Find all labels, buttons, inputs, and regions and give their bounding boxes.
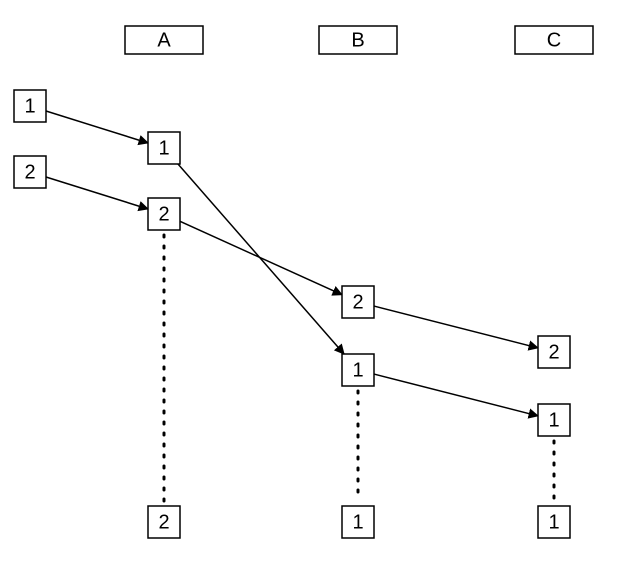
edge-s1-a1: [46, 111, 148, 143]
node-label: 1: [548, 409, 559, 431]
edge-b2-c2: [374, 306, 538, 348]
node-label: 2: [24, 161, 35, 183]
column-header-label: A: [157, 29, 171, 51]
edge-a2-b2: [180, 221, 342, 294]
node-label: 2: [158, 511, 169, 533]
nodes-layer: 1 2 1 2 2 1 2 1 2 1 1: [14, 90, 570, 538]
column-header-C: C: [515, 26, 593, 54]
node-label: 2: [548, 341, 559, 363]
node-a2: 2: [148, 198, 180, 230]
column-header-label: C: [547, 29, 561, 51]
node-label: 1: [548, 511, 559, 533]
node-s1: 1: [14, 90, 46, 122]
column-header-label: B: [351, 29, 364, 51]
node-label: 1: [352, 359, 363, 381]
node-label: 2: [352, 291, 363, 313]
edge-a1-b1: [178, 164, 344, 354]
node-b1: 1: [342, 354, 374, 386]
node-c1: 1: [538, 404, 570, 436]
node-a1: 1: [148, 132, 180, 164]
node-label: 1: [158, 137, 169, 159]
headers-layer: A B C: [125, 26, 593, 54]
node-c2: 2: [538, 336, 570, 368]
node-s2: 2: [14, 156, 46, 188]
node-label: 1: [24, 95, 35, 117]
node-label: 2: [158, 203, 169, 225]
diagram-stage: A B C 1 2 1 2 2 1 2 1 2 1 1: [0, 0, 624, 584]
node-label: 1: [352, 511, 363, 533]
node-b2: 2: [342, 286, 374, 318]
node-a_bot: 2: [148, 506, 180, 538]
edges-layer: [46, 111, 538, 416]
node-c_bot: 1: [538, 506, 570, 538]
column-header-A: A: [125, 26, 203, 54]
edge-s2-a2: [46, 177, 148, 209]
node-b_bot: 1: [342, 506, 374, 538]
column-header-B: B: [319, 26, 397, 54]
edge-b1-c1: [374, 374, 538, 416]
